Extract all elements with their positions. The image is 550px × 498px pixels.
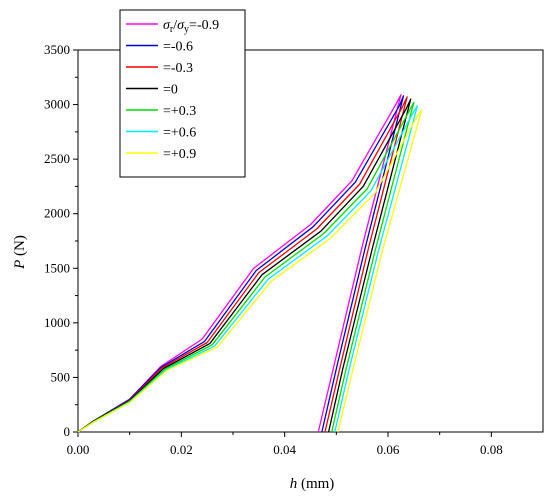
x-tick-label: 0.02 [170, 442, 193, 457]
legend-entry: =+0.9 [163, 147, 196, 162]
y-tick-label: 3000 [44, 97, 70, 112]
series-line [77, 95, 405, 433]
legend-entry: =+0.3 [163, 104, 196, 119]
legend-entry: σr/σy=-0.9 [163, 18, 219, 35]
x-tick-label: 0.04 [273, 442, 296, 457]
series-line [77, 109, 423, 433]
legend-box [119, 9, 246, 178]
x-tick-label: 0.08 [480, 442, 503, 457]
y-tick-label: 3500 [44, 42, 70, 57]
x-tick-label: 0.00 [67, 442, 90, 457]
y-axis-label: P (N) [12, 235, 28, 270]
y-tick-label: 0 [64, 424, 71, 439]
y-tick-label: 1000 [44, 315, 70, 330]
y-tick-label: 2000 [44, 206, 70, 221]
legend-entry: =-0.6 [163, 40, 193, 55]
series-layer [77, 94, 423, 433]
y-tick-label: 500 [51, 369, 71, 384]
y-axis: 0 500 1000 1500 2000 2500 3000 3500 [44, 42, 78, 439]
y-tick-label: 2500 [44, 151, 70, 166]
legend: σr/σy=-0.9 =-0.6 =-0.3 =0 =+0.3 =+0.6 =+0.9 [119, 9, 246, 178]
y-tick-label: 1500 [44, 260, 70, 275]
legend-entry: =-0.3 [163, 61, 193, 76]
legend-entry: =+0.6 [163, 126, 196, 141]
legend-entry: =0 [163, 83, 178, 98]
x-tick-label: 0.06 [377, 442, 400, 457]
x-axis: 0.00 0.02 0.04 0.06 0.08 [67, 432, 503, 457]
x-axis-label: h (mm) [290, 476, 335, 492]
